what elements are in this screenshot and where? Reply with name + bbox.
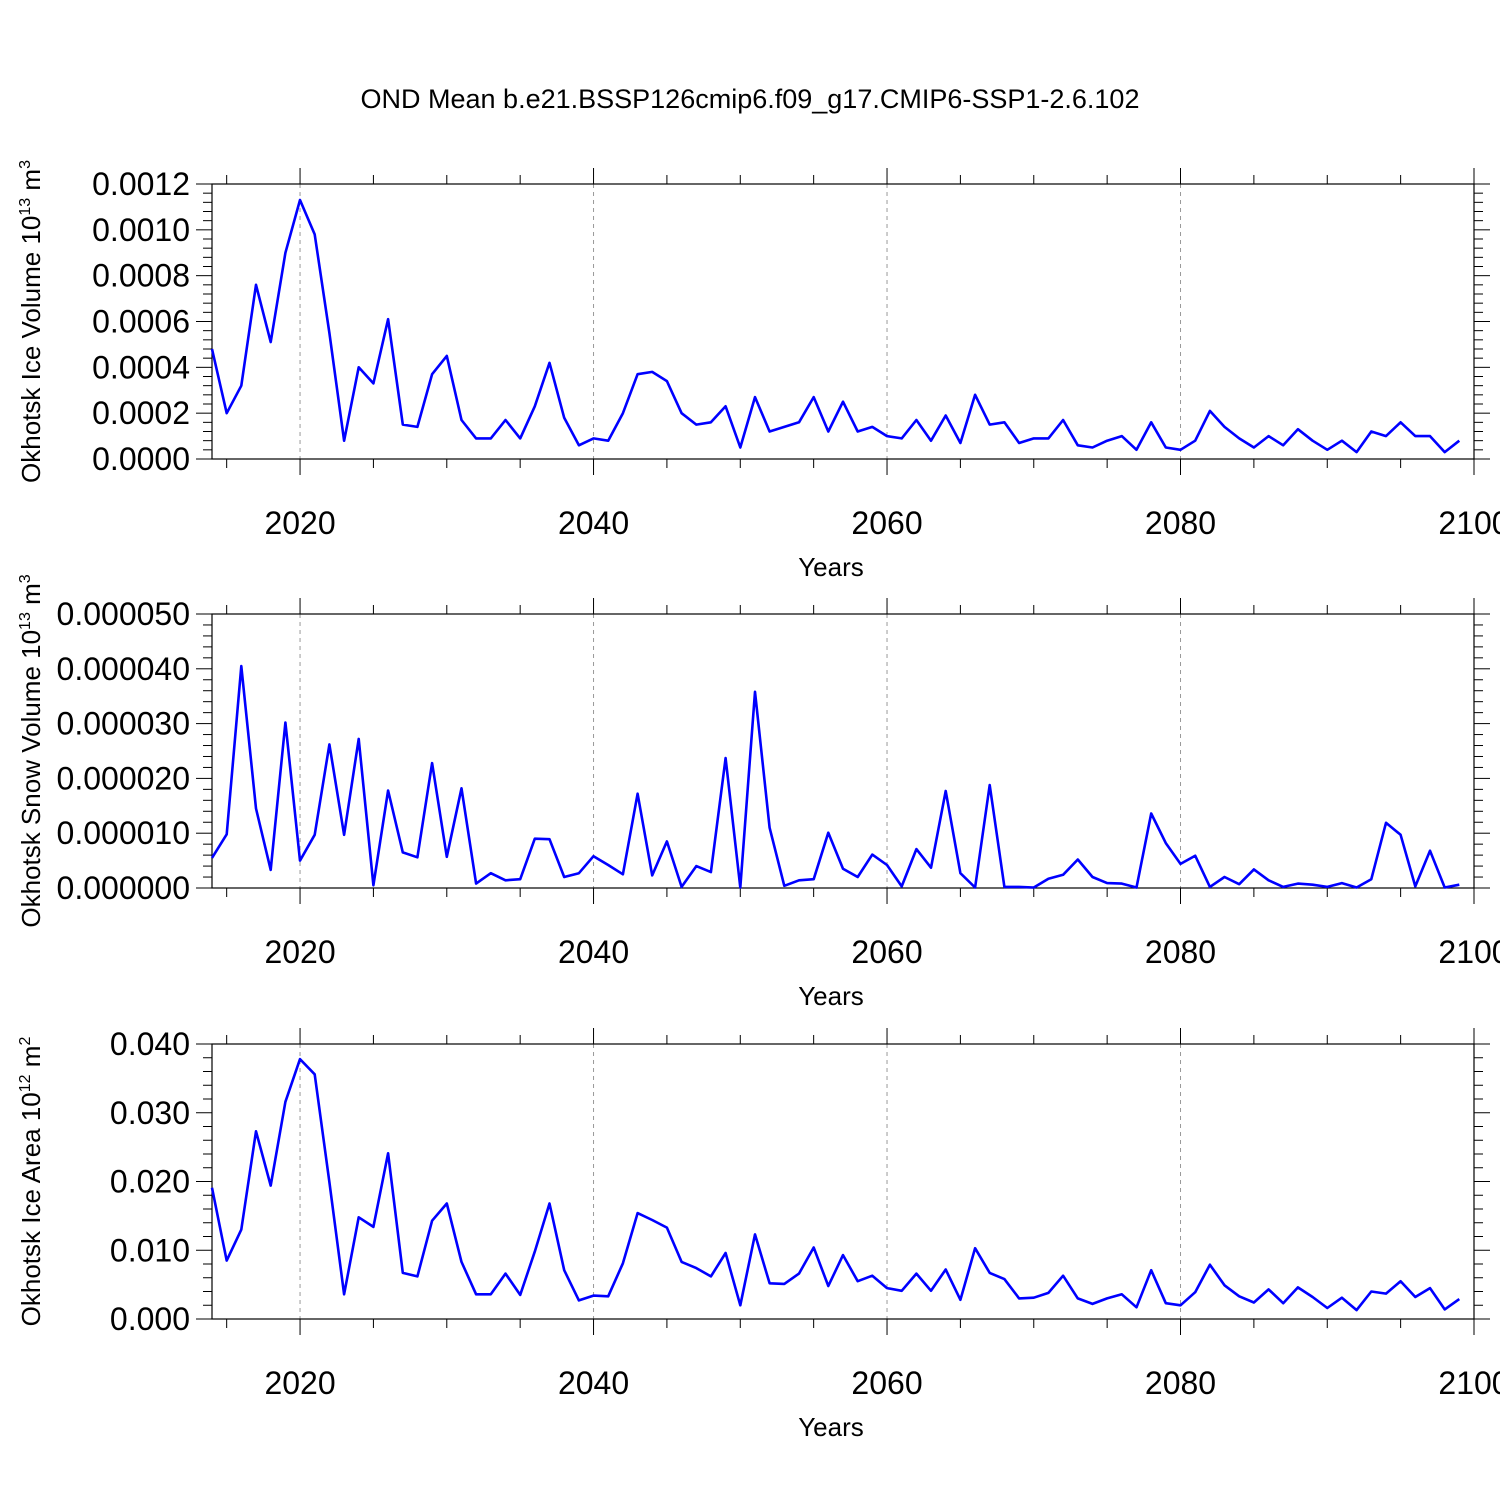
series-line [210, 664, 1460, 889]
y-tick-label: 0.000010 [57, 815, 190, 851]
y-tick-label: 0.020 [110, 1164, 190, 1200]
x-tick-label: 2100 [1438, 1365, 1500, 1401]
plot-frame [211, 1043, 1475, 1320]
x-tick-label: 2040 [558, 934, 629, 970]
x-tick-label: 2020 [264, 505, 335, 541]
x-tick-label: 2080 [1145, 1365, 1216, 1401]
chart-title: OND Mean b.e21.BSSP126cmip6.f09_g17.CMIP… [361, 84, 1140, 114]
plot-frame [211, 613, 1475, 889]
y-tick-label: 0.010 [110, 1232, 190, 1268]
x-tick-label: 2080 [1145, 505, 1216, 541]
y-tick-label: 0.0006 [92, 304, 190, 340]
y-axis-label: Okhotsk Snow Volume 1013 m3 [16, 574, 46, 927]
y-tick-label: 0.040 [110, 1026, 190, 1062]
y-tick-label: 0.0000 [92, 441, 190, 477]
y-tick-label: 0.000 [110, 1301, 190, 1337]
x-axis-label: Years [798, 552, 864, 582]
x-axis-label: Years [798, 1412, 864, 1442]
x-tick-label: 2060 [851, 1365, 922, 1401]
y-tick-label: 0.0004 [92, 349, 190, 385]
y-tick-label: 0.0008 [92, 258, 190, 294]
panel-1: 0.0000 0.0002 0.0004 0.0006 0.0008 0.0010 0.00… [16, 160, 1500, 582]
y-axis-label: Okhotsk Ice Area 1012 m2 [16, 1037, 46, 1327]
x-tick-label: 2100 [1438, 505, 1500, 541]
y-tick-label: 0.000050 [57, 596, 190, 632]
y-tick-label: 0.000030 [57, 706, 190, 742]
y-axis-label: Okhotsk Ice Volume 1013 m3 [16, 160, 46, 483]
x-axis-label: Years [798, 981, 864, 1011]
x-tick-label: 2020 [264, 1365, 335, 1401]
x-tick-label: 2040 [558, 505, 629, 541]
series-line [210, 198, 1461, 454]
x-tick-label: 2020 [264, 934, 335, 970]
y-tick-label: 0.000040 [57, 651, 190, 687]
y-tick-label: 0.0012 [92, 166, 190, 202]
panel-3: 0.000 0.010 0.020 0.030 0.040 2020 2040 2060 208… [16, 1026, 1500, 1442]
x-tick-label: 2080 [1145, 934, 1216, 970]
x-tick-label: 2100 [1438, 934, 1500, 970]
y-tick-label: 0.000020 [57, 760, 190, 796]
y-tick-label: 0.0002 [92, 395, 190, 431]
y-tick-label: 0.0010 [92, 212, 190, 248]
panel-2: 0.000000 0.000010 0.000020 0.000030 0.000040… [16, 574, 1500, 1011]
x-tick-label: 2040 [558, 1365, 629, 1401]
y-tick-label: 0.030 [110, 1095, 190, 1131]
series-line [210, 1057, 1461, 1312]
y-tick-label: 0.000000 [57, 870, 190, 906]
x-tick-label: 2060 [851, 505, 922, 541]
x-tick-label: 2060 [851, 934, 922, 970]
